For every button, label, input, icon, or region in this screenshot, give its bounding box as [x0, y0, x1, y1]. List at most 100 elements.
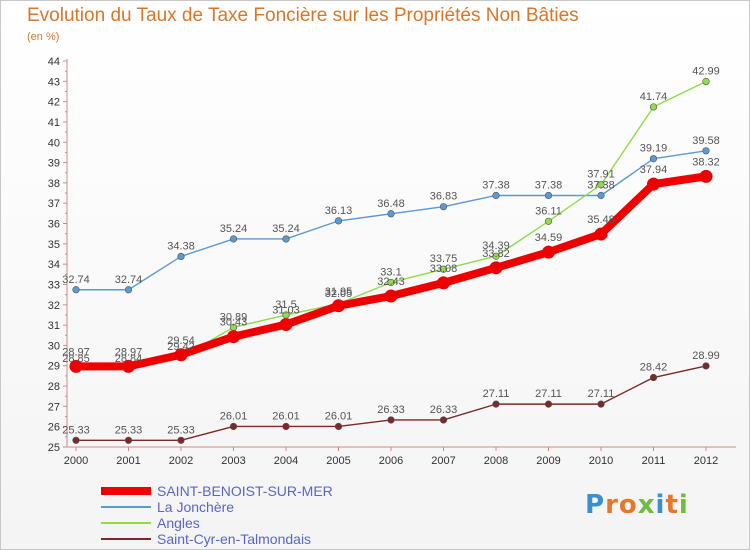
x-tick-label: 2009 — [536, 455, 560, 467]
data-label: 31.03 — [272, 304, 300, 316]
data-label: 33.75 — [430, 253, 458, 265]
data-point — [72, 436, 80, 444]
y-tick-label: 25 — [48, 442, 60, 454]
data-label: 25.33 — [167, 424, 195, 436]
x-tick-label: 2004 — [274, 455, 298, 467]
y-tick-label: 43 — [48, 76, 60, 88]
legend-item: SAINT-BENOIST-SUR-MER — [101, 483, 333, 499]
y-tick-label: 33 — [48, 279, 60, 291]
data-label: 26.01 — [272, 410, 300, 422]
data-point — [597, 400, 605, 408]
data-label: 29.42 — [167, 341, 195, 353]
data-point — [387, 210, 395, 218]
data-point — [597, 181, 605, 189]
legend: SAINT-BENOIST-SUR-MER La Jonchère Angles Sa… — [101, 483, 333, 547]
data-label: 28.85 — [62, 353, 90, 365]
data-point — [649, 373, 658, 382]
legend-swatch — [101, 522, 151, 524]
data-label: 35.24 — [220, 223, 248, 235]
x-tick-label: 2008 — [484, 455, 508, 467]
legend-swatch — [101, 538, 151, 540]
data-point — [124, 436, 133, 444]
y-unit-label: (en %) — [27, 31, 60, 43]
data-point — [544, 217, 553, 225]
data-label: 35.24 — [272, 223, 300, 235]
y-tick-label: 41 — [48, 117, 60, 129]
logo-letter: i — [655, 490, 666, 520]
data-label: 26.33 — [430, 404, 458, 416]
data-point — [492, 400, 500, 408]
data-label: 38.32 — [692, 156, 720, 168]
data-point — [702, 147, 710, 155]
y-tick-label: 34 — [48, 259, 60, 271]
data-label: 37.91 — [587, 169, 615, 181]
legend-label: Saint-Cyr-en-Talmondais — [157, 531, 312, 547]
data-label: 25.33 — [115, 424, 143, 436]
data-point — [387, 416, 395, 424]
data-label: 34.59 — [535, 232, 563, 244]
data-point — [279, 317, 293, 331]
data-point — [122, 359, 135, 373]
data-label: 28.99 — [692, 350, 720, 362]
data-point — [177, 436, 185, 444]
y-tick-label: 30 — [48, 340, 60, 352]
data-label: 36.13 — [325, 205, 353, 217]
x-tick-label: 2002 — [169, 455, 193, 467]
data-label: 30.43 — [220, 317, 248, 329]
logo-letter: r — [605, 490, 619, 520]
legend-swatch — [101, 487, 151, 495]
x-tick-label: 2000 — [64, 455, 88, 467]
legend-item: Angles — [101, 515, 333, 531]
data-labels: 28.97 28.97 29.54 30.43 31.03 31.95 32.43 33.08… — [62, 66, 720, 437]
logo-letter: P — [585, 490, 606, 520]
data-label: 27.11 — [588, 388, 615, 400]
data-point — [649, 103, 658, 111]
legend-item: Saint-Cyr-en-Talmondais — [101, 531, 333, 547]
data-point — [492, 191, 500, 200]
data-label: 36.11 — [535, 205, 562, 217]
data-label: 28.42 — [640, 362, 668, 374]
x-tick-label: 2010 — [589, 455, 613, 467]
data-label: 34.38 — [167, 240, 195, 252]
data-label: 32.74 — [62, 274, 90, 286]
data-point — [699, 169, 713, 183]
legend-item: La Jonchère — [101, 499, 333, 515]
x-tick-label: 2012 — [694, 455, 718, 467]
data-label: 29.54 — [167, 335, 195, 347]
data-label: 27.11 — [535, 388, 562, 400]
series-1 — [72, 147, 710, 294]
logo-letter: x — [637, 490, 656, 520]
data-label: 39.58 — [692, 135, 720, 147]
data-label: 37.94 — [640, 164, 668, 176]
logo-letter: i — [678, 490, 689, 520]
data-label: 42.99 — [692, 66, 720, 78]
data-label: 26.01 — [220, 410, 248, 422]
data-point — [227, 330, 240, 344]
logo-letter: o — [618, 490, 638, 520]
data-point — [437, 276, 450, 290]
data-point — [229, 235, 238, 243]
y-tick-label: 40 — [48, 137, 60, 149]
data-point — [439, 203, 448, 211]
data-label: 28.97 — [62, 346, 90, 358]
data-point — [649, 155, 658, 163]
data-label: 33.82 — [482, 248, 510, 260]
y-tick-label: 26 — [48, 422, 60, 434]
y-tick-label: 42 — [48, 97, 60, 109]
data-point — [702, 77, 710, 86]
data-label: 25.33 — [62, 424, 90, 436]
y-tick-label: 27 — [48, 401, 60, 413]
data-label: 37.38 — [535, 179, 563, 191]
data-point — [594, 227, 608, 241]
data-point — [384, 289, 398, 303]
legend-label: SAINT-BENOIST-SUR-MER — [157, 483, 333, 499]
y-tick-label: 44 — [48, 56, 60, 68]
y-tick-label: 37 — [48, 198, 60, 210]
data-label: 36.48 — [377, 198, 405, 210]
data-point — [542, 245, 555, 259]
x-tick-label: 2011 — [642, 455, 666, 467]
data-point — [69, 359, 83, 373]
data-label: 28.84 — [115, 353, 143, 365]
data-point — [597, 191, 605, 200]
